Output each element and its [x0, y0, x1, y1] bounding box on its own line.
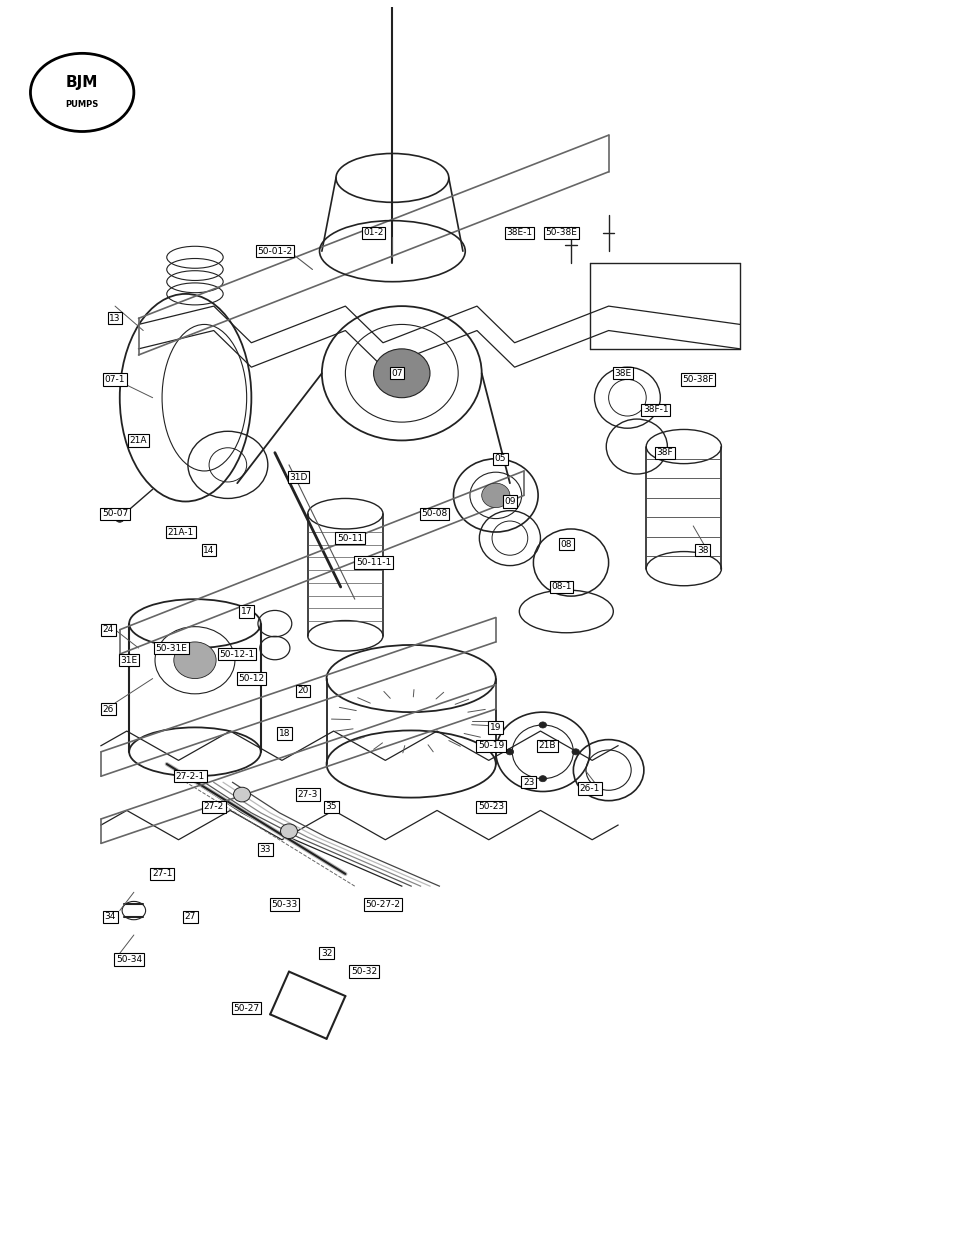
- Text: 08-1: 08-1: [551, 583, 571, 592]
- Text: 27-2: 27-2: [203, 803, 224, 811]
- Text: 14: 14: [203, 546, 214, 555]
- Ellipse shape: [374, 348, 430, 398]
- Text: 05: 05: [495, 454, 506, 463]
- Text: 33: 33: [259, 845, 271, 855]
- Text: 31E: 31E: [120, 656, 137, 664]
- Text: 24: 24: [103, 625, 114, 635]
- Ellipse shape: [538, 776, 546, 782]
- Ellipse shape: [572, 748, 578, 755]
- Text: 31D: 31D: [289, 473, 307, 482]
- Text: 20: 20: [297, 687, 309, 695]
- Text: 21A-1: 21A-1: [168, 527, 193, 536]
- Text: 38E-1: 38E-1: [506, 228, 532, 237]
- Ellipse shape: [173, 642, 216, 678]
- Text: 50-12: 50-12: [238, 674, 264, 683]
- Text: 50-12-1: 50-12-1: [219, 650, 254, 658]
- Text: 38F-1: 38F-1: [642, 405, 668, 415]
- Text: 50-01-2: 50-01-2: [257, 247, 293, 256]
- Text: 09: 09: [503, 496, 516, 506]
- Text: 17: 17: [241, 606, 253, 616]
- Text: 50-08: 50-08: [421, 509, 447, 519]
- Text: 38: 38: [696, 546, 708, 555]
- Text: 01-2: 01-2: [363, 228, 383, 237]
- Ellipse shape: [481, 483, 509, 508]
- Text: BJM: BJM: [66, 75, 98, 90]
- Text: 27-1: 27-1: [152, 869, 172, 878]
- Text: 23: 23: [522, 778, 534, 787]
- Ellipse shape: [506, 748, 513, 755]
- Text: 35: 35: [325, 803, 336, 811]
- Text: 50-34: 50-34: [116, 955, 142, 963]
- Text: 19: 19: [490, 722, 501, 732]
- Text: 38F: 38F: [656, 448, 673, 457]
- Ellipse shape: [115, 513, 124, 522]
- Text: 21B: 21B: [538, 741, 556, 750]
- Text: 27-3: 27-3: [297, 790, 317, 799]
- Ellipse shape: [233, 787, 251, 802]
- Text: PUMPS: PUMPS: [66, 100, 99, 109]
- Text: 50-19: 50-19: [477, 741, 504, 750]
- Text: 32: 32: [320, 948, 332, 958]
- Text: 26-1: 26-1: [579, 784, 599, 793]
- Text: 38E: 38E: [614, 369, 631, 378]
- Text: 07: 07: [391, 369, 402, 378]
- Ellipse shape: [538, 722, 546, 727]
- Text: 50-27: 50-27: [233, 1004, 259, 1013]
- Text: 13: 13: [110, 314, 121, 322]
- Text: 34: 34: [105, 913, 116, 921]
- Text: 50-31E: 50-31E: [155, 643, 187, 652]
- Text: 50-38F: 50-38F: [681, 375, 713, 384]
- Text: 50-11: 50-11: [336, 534, 363, 542]
- Text: 50-27-2: 50-27-2: [365, 900, 400, 909]
- Text: 50-11-1: 50-11-1: [355, 558, 391, 567]
- Text: 50-38E: 50-38E: [545, 228, 577, 237]
- Text: 21A: 21A: [130, 436, 147, 445]
- Text: 50-07: 50-07: [102, 509, 128, 519]
- Text: 27: 27: [184, 913, 195, 921]
- Text: 50-23: 50-23: [477, 803, 503, 811]
- Ellipse shape: [280, 824, 297, 839]
- Text: 27-2-1: 27-2-1: [175, 772, 205, 781]
- Text: 18: 18: [278, 729, 290, 739]
- Text: 26: 26: [103, 705, 114, 714]
- Text: 07-1: 07-1: [105, 375, 125, 384]
- Text: 50-32: 50-32: [351, 967, 376, 976]
- Text: 50-33: 50-33: [271, 900, 297, 909]
- Text: 08: 08: [560, 540, 572, 548]
